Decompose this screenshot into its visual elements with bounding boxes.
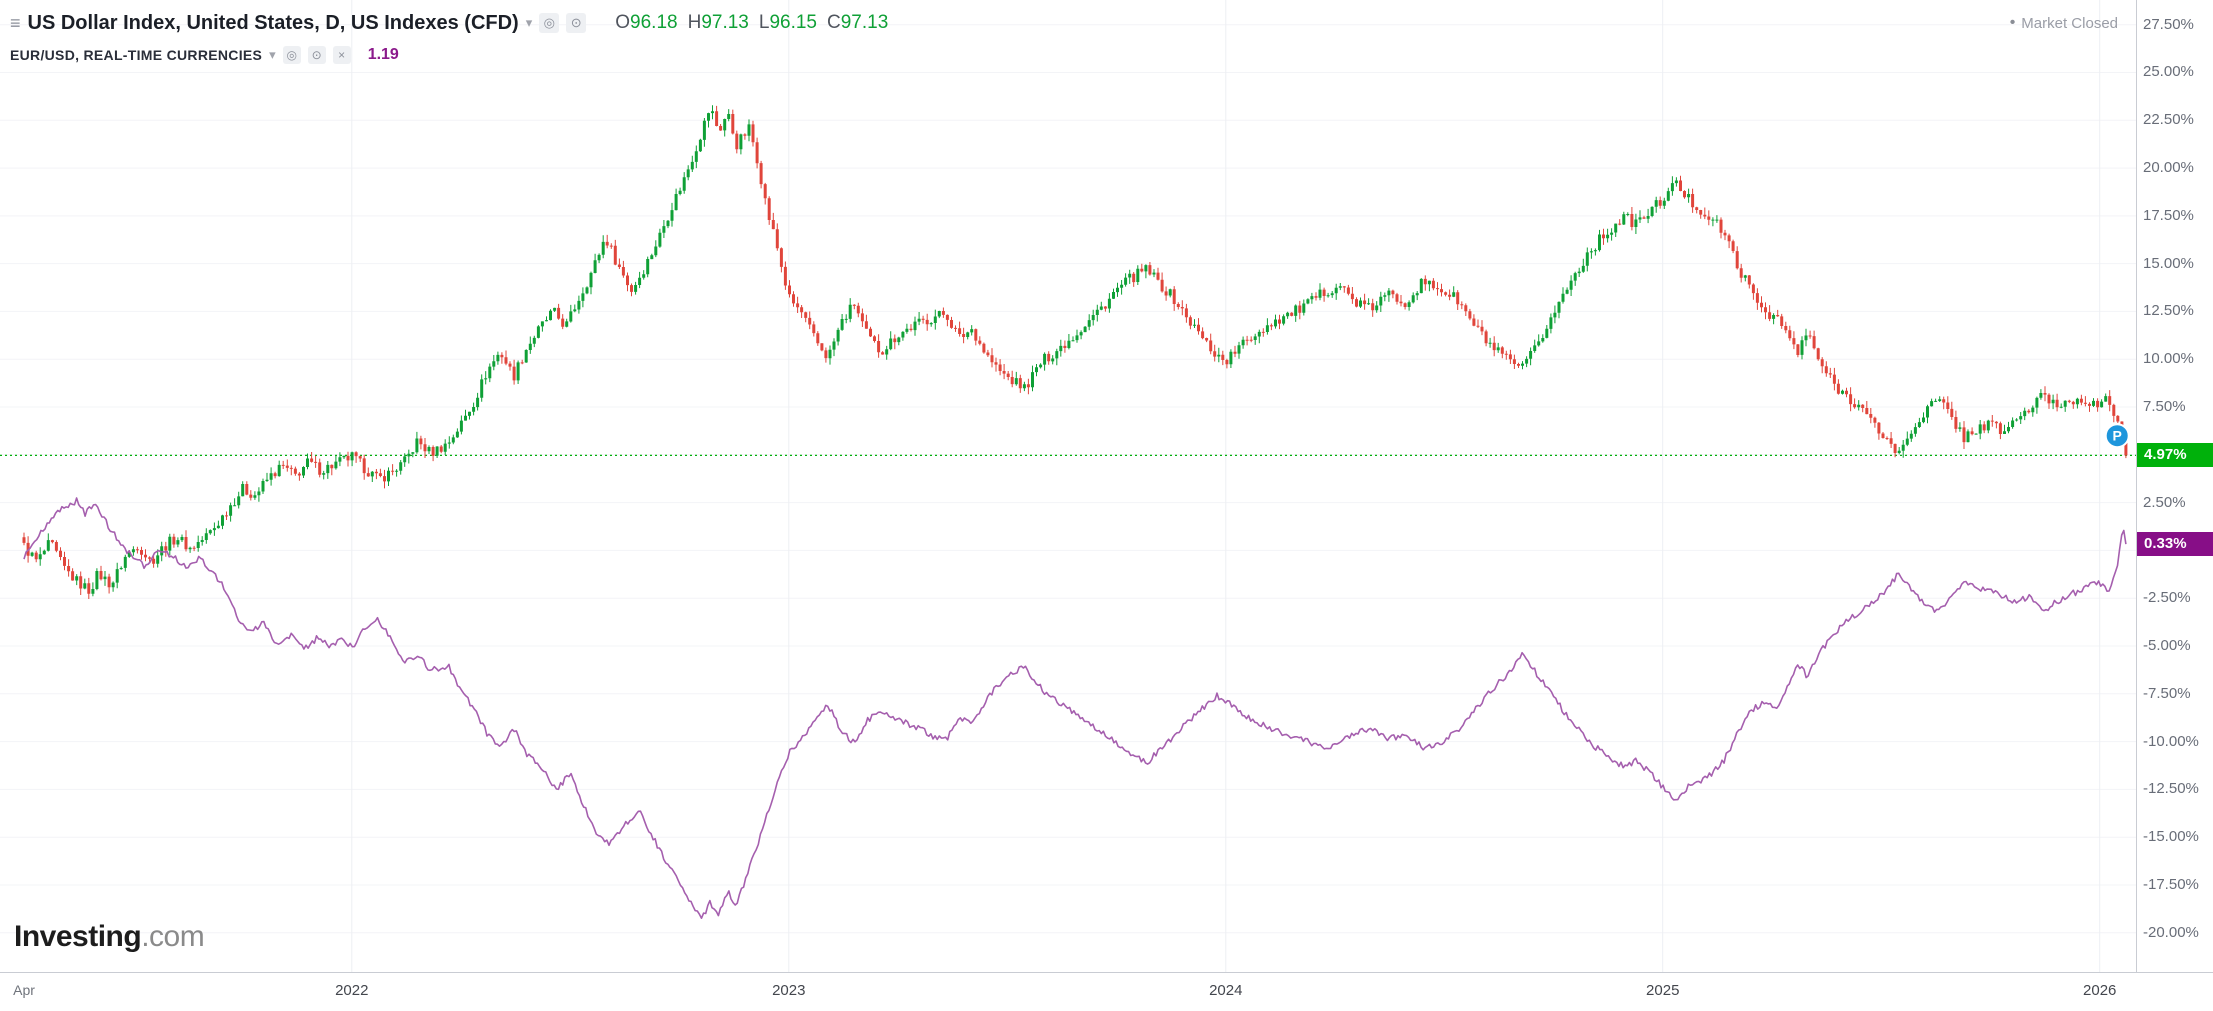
- y-axis-label: -20.00%: [2143, 923, 2199, 941]
- logo-part-2: .com: [141, 920, 205, 953]
- market-status: • Market Closed: [2010, 14, 2118, 32]
- eurusd-line: [23, 497, 2127, 919]
- compare-last-value: 1.19: [367, 46, 399, 63]
- y-axis-label: -5.00%: [2143, 637, 2191, 655]
- price-chart-canvas[interactable]: P: [0, 0, 2136, 972]
- y-axis-label: -7.50%: [2143, 684, 2191, 702]
- y-axis-label: -17.50%: [2143, 876, 2199, 893]
- ohlc-values: O96.18 H97.13 L96.15 C97.13: [605, 12, 888, 34]
- y-axis-label: 17.50%: [2143, 206, 2194, 224]
- y-axis-label: 27.50%: [2143, 15, 2194, 33]
- low-label: L: [758, 12, 770, 33]
- settings-icon[interactable]: ⊙: [566, 13, 587, 33]
- x-axis-label: Apr: [13, 982, 35, 998]
- close-label: C: [826, 12, 841, 33]
- y-axis-label: -10.00%: [2143, 732, 2199, 750]
- chevron-down-icon[interactable]: ▾: [525, 15, 533, 30]
- compare-symbol-title[interactable]: EUR/USD, REAL-TIME CURRENCIES: [10, 47, 263, 63]
- y-axis-label: 25.00%: [2143, 63, 2194, 81]
- eur-price-badge: 0.33%: [2137, 532, 2213, 557]
- status-dot-icon: •: [2009, 14, 2016, 31]
- open-value: 96.18: [630, 12, 678, 33]
- low-value: 96.15: [769, 12, 817, 33]
- chevron-down-icon[interactable]: ▾: [269, 47, 276, 62]
- usd-price-badge: 4.97%: [2137, 443, 2213, 468]
- settings-icon[interactable]: ⊙: [307, 46, 326, 64]
- y-axis-label: 10.00%: [2143, 350, 2194, 368]
- usd-candle-wicks-up: [31, 105, 2107, 597]
- x-axis-label: 2026: [2083, 982, 2117, 999]
- logo-part-1: Investing: [14, 920, 142, 953]
- close-value: 97.13: [840, 12, 889, 33]
- publisher-marker-icon[interactable]: [2104, 423, 2130, 449]
- chart-svg[interactable]: P: [0, 0, 2136, 972]
- main-symbol-title[interactable]: US Dollar Index, United States, D, US In…: [27, 11, 519, 34]
- usd-candle-wicks-down: [23, 105, 2127, 599]
- y-axis-label: 2.50%: [2143, 493, 2186, 511]
- time-axis[interactable]: Apr 2022 2023 2024 2025 2026: [0, 972, 2213, 1011]
- chart-legend: ≡ US Dollar Index, United States, D, US …: [10, 8, 888, 68]
- market-status-label: Market Closed: [2021, 14, 2118, 32]
- price-axis[interactable]: 27.50% 25.00% 22.50% 20.00% 17.50% 15.00% 12.5…: [2136, 0, 2213, 972]
- y-axis-label: -2.50%: [2143, 589, 2191, 607]
- usd-candle-bodies-down: [22, 111, 2128, 594]
- x-axis-label: 2023: [772, 982, 806, 999]
- high-value: 97.13: [701, 12, 749, 33]
- y-axis-label: 15.00%: [2143, 254, 2194, 272]
- x-axis-label: 2024: [1209, 982, 1243, 999]
- y-axis-label: 12.50%: [2143, 302, 2194, 320]
- visibility-icon[interactable]: ◎: [539, 13, 560, 33]
- legend-menu-icon[interactable]: ≡: [10, 13, 21, 33]
- v-gridlines: [351, 0, 2101, 972]
- y-axis-label: 7.50%: [2143, 398, 2186, 416]
- main-symbol-row: ≡ US Dollar Index, United States, D, US …: [10, 8, 888, 38]
- visibility-icon[interactable]: ◎: [282, 46, 301, 64]
- investing-logo[interactable]: Investing.com: [14, 920, 205, 954]
- x-axis-label: 2025: [1646, 982, 1680, 999]
- y-axis-label: -15.00%: [2143, 828, 2199, 846]
- open-label: O: [615, 12, 631, 33]
- compare-symbol-row: EUR/USD, REAL-TIME CURRENCIES ▾ ◎ ⊙ × 1.…: [10, 42, 888, 68]
- close-icon[interactable]: ×: [332, 46, 351, 64]
- usd-candle-bodies-up: [30, 111, 2108, 594]
- high-label: H: [687, 12, 702, 33]
- x-axis-label: 2022: [335, 982, 369, 999]
- publisher-marker-label: P: [2113, 428, 2122, 444]
- y-axis-label: -12.50%: [2143, 780, 2199, 798]
- h-gridlines: [0, 24, 2136, 934]
- y-axis-label: 22.50%: [2143, 111, 2194, 129]
- y-axis-label: 20.00%: [2143, 159, 2194, 177]
